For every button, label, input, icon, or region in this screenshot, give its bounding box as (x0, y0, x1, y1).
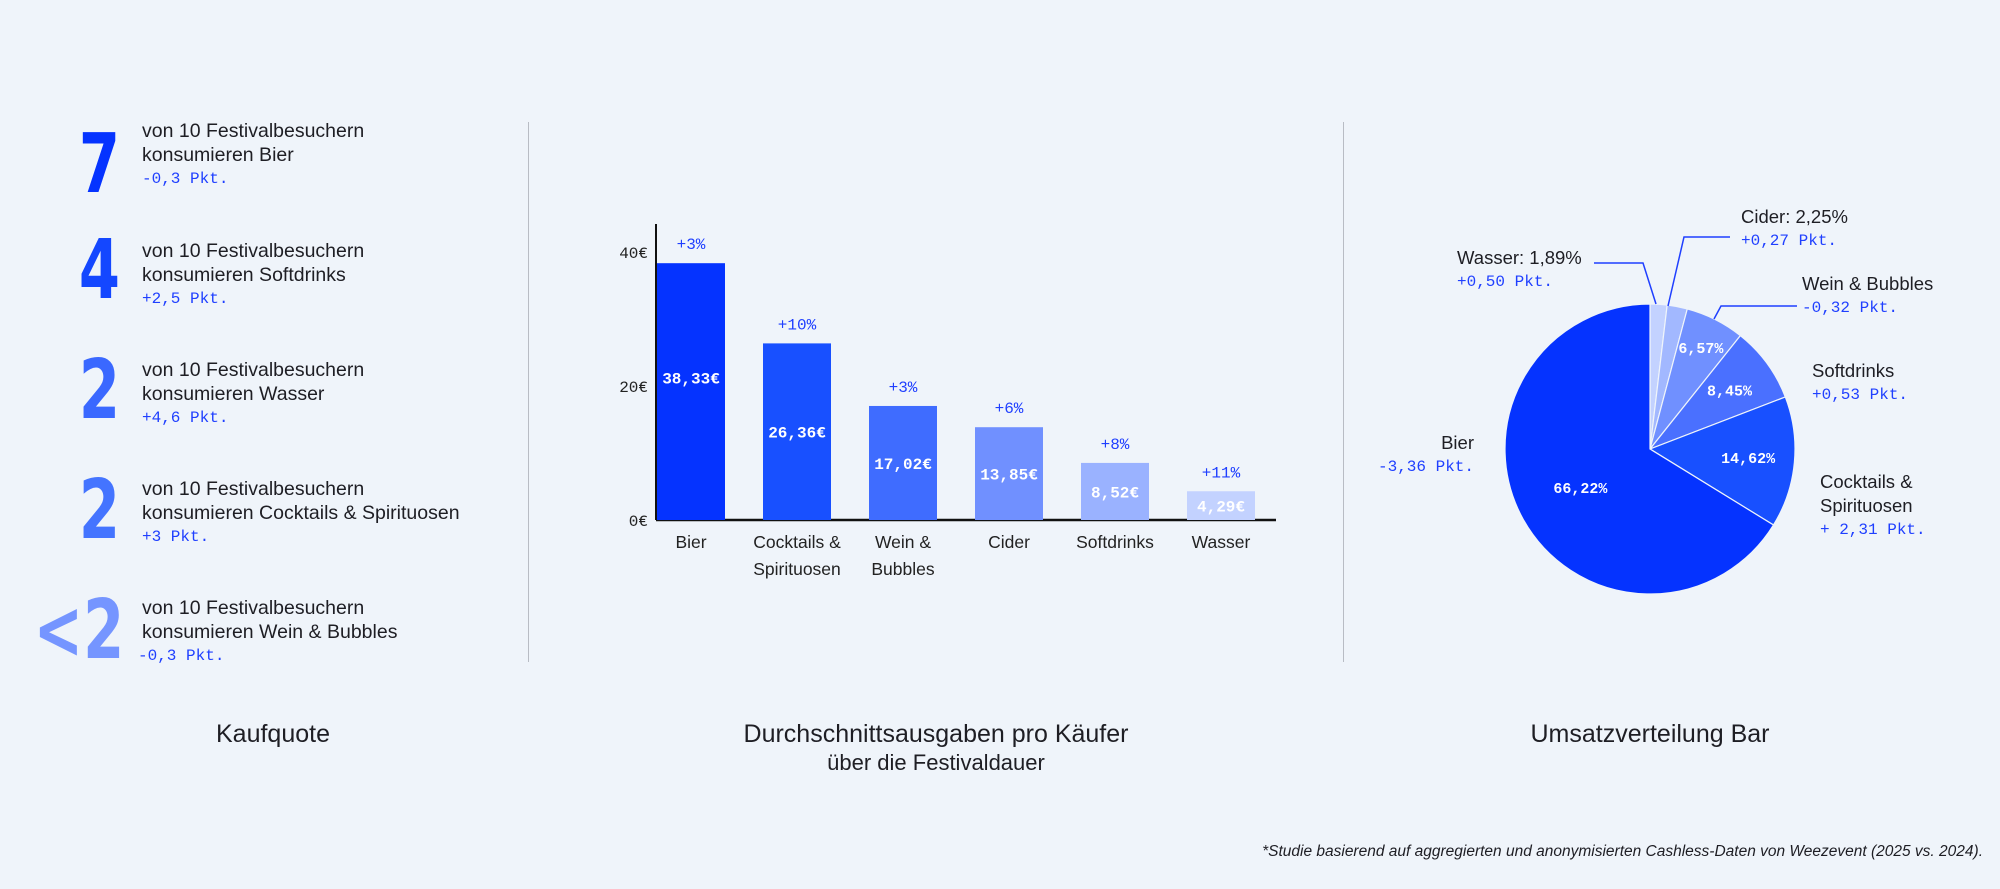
bar-change-label: +10% (778, 316, 817, 334)
bar (657, 263, 725, 520)
pie-label-wein-bubbles: Wein & Bubbles -0,32 Pkt. (1802, 272, 1933, 320)
stat-line1: von 10 Festivalbesuchern (142, 478, 365, 500)
bar-value-label: 26,36€ (768, 425, 826, 443)
y-tick-label: 20€ (619, 379, 648, 397)
stat-number-wasser: 2 (78, 343, 120, 438)
leader-line (1713, 305, 1797, 320)
kaufquote-title: Kaufquote (216, 720, 330, 748)
pie-label-name: Spirituosen (1820, 495, 1913, 516)
x-category-label: Cider (988, 532, 1030, 552)
pie-chart-title: Umsatzverteilung Bar (1530, 720, 1770, 748)
stat-line2: konsumieren Softdrinks (142, 264, 346, 286)
stat-line1: von 10 Festivalbesuchern (142, 359, 365, 381)
pie-label-cider: Cider: 2,25% +0,27 Pkt. (1741, 205, 1848, 253)
divider (528, 122, 529, 662)
bar (975, 427, 1043, 520)
stat-delta: +4,6 Pkt. (142, 409, 229, 427)
bar-chart-subtitle: über die Festivaldauer (827, 750, 1045, 775)
pie-slice (1504, 303, 1775, 595)
stat-wein: von 10 Festivalbesuchern konsumieren Wei… (138, 596, 398, 668)
pie-label-bier: Bier -3,36 Pkt. (1378, 431, 1474, 479)
bar-value-label: 8,52€ (1091, 484, 1139, 502)
stat-delta: -0,3 Pkt. (138, 647, 225, 665)
pie-label-delta: +0,27 Pkt. (1741, 232, 1838, 250)
stat-delta: +2,5 Pkt. (142, 290, 229, 308)
bar-change-label: +3% (889, 379, 918, 397)
bar-change-label: +3% (677, 236, 706, 254)
stat-softdrinks: von 10 Festivalbesuchern konsumieren Sof… (142, 239, 364, 311)
stat-delta: -0,3 Pkt. (142, 170, 229, 188)
pie-label-name: Cocktails & (1820, 471, 1913, 492)
pie-slice-value: 14,62% (1721, 451, 1776, 468)
stat-line2: konsumieren Wasser (142, 383, 325, 405)
pie-label-name: Cider: 2,25% (1741, 206, 1848, 227)
x-category-label: Bubbles (871, 559, 934, 579)
bar-value-label: 17,02€ (874, 456, 932, 474)
bar-value-label: 38,33€ (662, 371, 720, 389)
bar-change-label: +6% (995, 400, 1024, 418)
divider (1343, 122, 1344, 662)
pie-label-delta: + 2,31 Pkt. (1820, 521, 1926, 539)
stat-number-bier: 7 (78, 117, 120, 212)
stat-cocktails: von 10 Festivalbesuchern konsumieren Coc… (142, 477, 460, 549)
stat-wasser: von 10 Festivalbesuchern konsumieren Was… (142, 358, 364, 430)
x-category-label: Softdrinks (1076, 532, 1154, 552)
stat-line1: von 10 Festivalbesuchern (142, 597, 365, 619)
stat-bier: von 10 Festivalbesuchern konsumieren Bie… (142, 119, 364, 191)
stat-line2: konsumieren Bier (142, 144, 294, 166)
pie-label-name: Softdrinks (1812, 360, 1895, 381)
pie-label-cocktails-spirituosen: Cocktails & Spirituosen + 2,31 Pkt. (1820, 470, 1926, 542)
bar (869, 405, 937, 520)
stat-line1: von 10 Festivalbesuchern (142, 240, 365, 262)
stat-line2: konsumieren Wein & Bubbles (142, 621, 398, 643)
stat-delta: +3 Pkt. (142, 528, 210, 546)
y-tick-label: 40€ (619, 245, 648, 263)
pie-label-name: Bier (1441, 432, 1474, 453)
pie-label-name: Wasser: 1,89% (1457, 247, 1582, 268)
pie-slice-value: 66,22% (1553, 481, 1608, 498)
bar (763, 343, 831, 520)
bar-chart-title: Durchschnittsausgaben pro Käufer (743, 720, 1129, 748)
x-category-label: Cocktails & (753, 532, 841, 552)
pie-label-delta: -0,32 Pkt. (1802, 299, 1899, 317)
bar-value-label: 4,29€ (1197, 499, 1245, 517)
bar (1187, 491, 1255, 520)
x-category-label: Bier (675, 532, 706, 552)
pie-slice-value: 6,57% (1678, 341, 1724, 358)
pie-label-delta: +0,53 Pkt. (1812, 386, 1909, 404)
stat-number-cocktails: 2 (78, 463, 120, 558)
stat-line1: von 10 Festivalbesuchern (142, 120, 365, 142)
pie-label-name: Wein & Bubbles (1802, 273, 1934, 294)
bar-change-label: +11% (1202, 464, 1241, 482)
pie-slice (1648, 396, 1796, 526)
x-category-label: Wein & (875, 532, 931, 552)
pie-label-delta: +0,50 Pkt. (1457, 273, 1554, 291)
pie-label-softdrinks: Softdrinks +0,53 Pkt. (1812, 359, 1908, 407)
bar-value-label: 13,85€ (980, 467, 1038, 485)
pie-label-wasser: Wasser: 1,89% +0,50 Pkt. (1457, 246, 1582, 294)
pie-label-delta: -3,36 Pkt. (1377, 458, 1474, 476)
leader-line (1667, 236, 1730, 307)
stat-line2: konsumieren Cocktails & Spirituosen (142, 502, 460, 524)
footnote: *Studie basierend auf aggregierten und a… (1262, 843, 1983, 860)
bar-change-label: +8% (1101, 436, 1130, 454)
pie-slice-value: 8,45% (1707, 384, 1753, 401)
x-category-label: Wasser (1192, 532, 1251, 552)
bar (1081, 462, 1149, 520)
stat-number-softdrinks: 4 (78, 223, 120, 318)
leader-line (1594, 262, 1657, 305)
stat-number-wein: <2 (33, 583, 125, 678)
y-tick-label: 0€ (629, 513, 648, 531)
x-category-label: Spirituosen (753, 559, 841, 579)
